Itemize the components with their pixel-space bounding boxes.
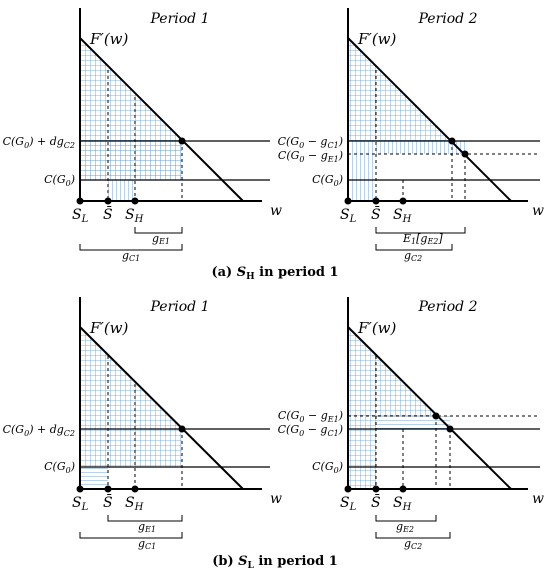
- demand-curve: [79, 326, 244, 490]
- brace-bottom-label: gC1: [138, 537, 156, 551]
- y-label-lower: C(G0): [312, 460, 343, 475]
- intersection-dot: [178, 137, 186, 145]
- panel-b-right: Period 2 F′(w) C(G0 − gE1) C(G0 − gC1) C…: [278, 297, 544, 551]
- label-sl: SL: [72, 207, 89, 225]
- point-sh: [131, 197, 139, 205]
- caption-a: (a) SH in period 1: [211, 265, 338, 282]
- brace-bottom: [79, 532, 183, 539]
- x-axis-label: w: [270, 491, 282, 507]
- hatch-grid-lower: [348, 416, 376, 489]
- label-sl: SL: [72, 495, 89, 513]
- label-sbar: S̄: [371, 205, 381, 223]
- label-sh: SH: [125, 495, 144, 513]
- brace-top-label: E1[gE2]: [402, 232, 443, 246]
- brace-bottom-label: gC1: [122, 249, 140, 263]
- label-sbar: S̄: [103, 205, 113, 223]
- y-label-upper: C(G0) + dgC2: [3, 423, 75, 438]
- period-title: Period 2: [418, 299, 478, 315]
- curve-label: F′(w): [357, 30, 397, 48]
- brace-bottom: [79, 244, 183, 251]
- point-sl: [76, 485, 84, 493]
- point-sbar: [104, 485, 112, 493]
- label-sl: SL: [340, 207, 357, 225]
- y-label-lower: C(G0): [312, 173, 343, 188]
- brace-top-label: gE1: [152, 232, 170, 246]
- intersection-dot: [178, 425, 186, 433]
- panel-a-left: Period 1 F′(w) C(G0) + dgC2 C(G0) w SL S…: [3, 8, 282, 263]
- point-sh: [399, 197, 407, 205]
- hatch-horizontal-upper: [376, 416, 450, 429]
- point-sbar: [104, 197, 112, 205]
- x-axis-label: w: [532, 203, 544, 219]
- brace-bottom: [375, 532, 451, 539]
- hatch-grid-area: [80, 327, 182, 467]
- y-label-upper: C(G0 − gC1): [278, 135, 343, 150]
- curve-label: F′(w): [89, 30, 129, 48]
- label-sbar: S̄: [371, 493, 381, 511]
- brace-bottom: [375, 244, 453, 251]
- y-label-lower: C(G0): [44, 173, 75, 188]
- point-sbar: [372, 485, 380, 493]
- point-sh: [399, 485, 407, 493]
- intersection-dot-2: [461, 150, 469, 158]
- panel-a-right: Period 2 F′(w) C(G0 − gC1) C(G0 − gE1) C…: [278, 8, 544, 263]
- x-axis-label: w: [270, 203, 282, 219]
- point-sh: [131, 485, 139, 493]
- caption-b: (b) SL in period 1: [212, 554, 338, 571]
- intersection-dot-1: [432, 412, 440, 420]
- hatch-vertical-upper: [376, 141, 466, 154]
- point-sl: [344, 485, 352, 493]
- label-sl: SL: [340, 495, 357, 513]
- y-label-upper: C(G0) + dgC2: [3, 135, 75, 150]
- label-sh: SH: [393, 207, 412, 225]
- hatch-vertical-area: [108, 180, 135, 201]
- panel-b-left: Period 1 F′(w) C(G0) + dgC2 C(G0) w SL S…: [3, 297, 282, 551]
- curve-label: F′(w): [89, 319, 129, 337]
- brace-top: [375, 227, 466, 234]
- hatch-horizontal-area: [80, 467, 108, 489]
- hatch-vertical-lower: [348, 141, 376, 201]
- brace-top-label: gE1: [138, 520, 156, 534]
- brace-top-label: gE2: [396, 520, 414, 534]
- period-title: Period 1: [150, 11, 210, 27]
- brace-top: [107, 515, 183, 522]
- y-label-lower: C(G0): [44, 460, 75, 475]
- x-axis-label: w: [532, 491, 544, 507]
- period-title: Period 1: [150, 299, 210, 315]
- y-label-mid: C(G0 − gE1): [278, 149, 343, 164]
- label-sh: SH: [125, 207, 144, 225]
- y-label-upper: C(G0 − gE1): [278, 409, 343, 424]
- y-label-mid: C(G0 − gC1): [278, 423, 343, 438]
- brace-bottom-label: gC2: [404, 249, 422, 263]
- point-sl: [76, 197, 84, 205]
- point-sl: [344, 197, 352, 205]
- intersection-dot-1: [448, 137, 456, 145]
- hatch-grid-lower: [80, 141, 182, 180]
- demand-curve: [347, 326, 512, 490]
- brace-top: [134, 227, 183, 234]
- intersection-dot-2: [446, 425, 454, 433]
- curve-label: F′(w): [357, 319, 397, 337]
- demand-curve: [79, 37, 244, 202]
- point-sbar: [372, 197, 380, 205]
- demand-curve: [347, 37, 512, 202]
- brace-top: [375, 515, 437, 522]
- label-sbar: S̄: [103, 493, 113, 511]
- label-sh: SH: [393, 495, 412, 513]
- brace-bottom-label: gC2: [404, 537, 422, 551]
- period-title: Period 2: [418, 11, 478, 27]
